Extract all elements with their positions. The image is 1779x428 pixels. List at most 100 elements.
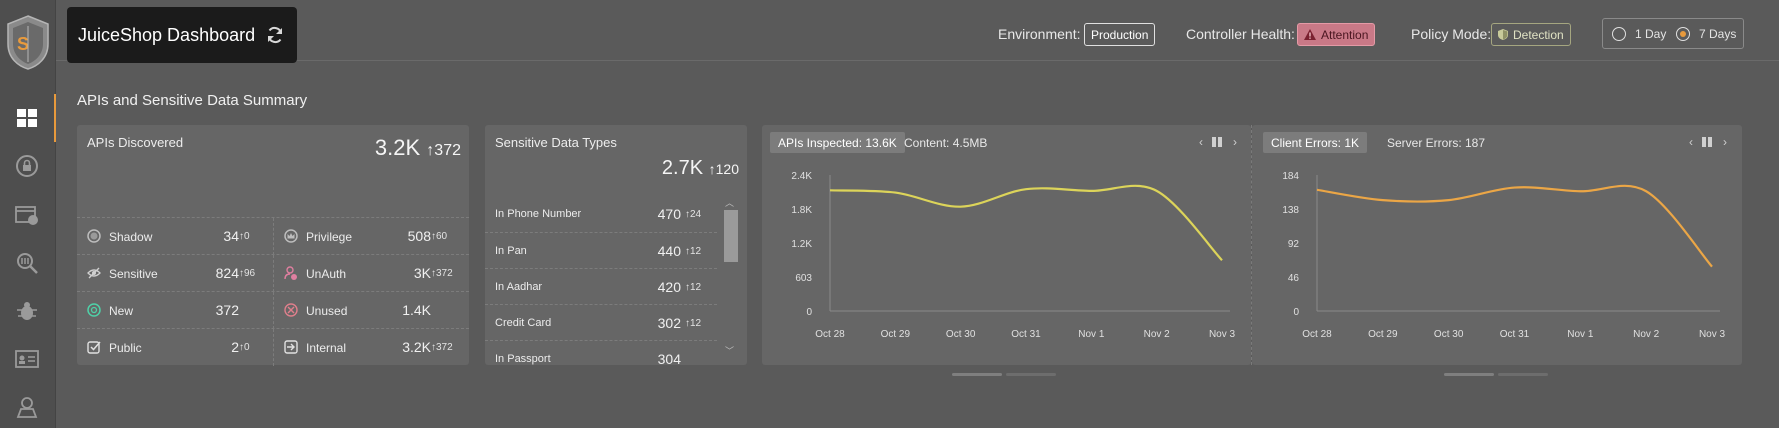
sensitive-type-value: 302 [657,315,681,331]
apis-discovered-card: APIs Discovered 3.2K ↑372 Shadow 34 ↑0 P… [77,125,469,366]
apis-unauth-cell[interactable]: UnAuth 3K ↑372 [273,255,469,292]
id-card-icon[interactable] [12,344,42,374]
tab-server-errors[interactable]: Server Errors: 187 [1387,135,1486,150]
chart-b-pager [1444,373,1548,376]
sensitive-type-delta-value: 12 [690,318,702,329]
tab-client-errors[interactable]: Client Errors: 1K [1263,132,1368,153]
dashboard-icon[interactable] [12,103,42,133]
x-tick-label: Nov 1 [1078,329,1105,340]
x-tick-label: Oct 31 [1500,329,1530,340]
eye-slash-icon [87,267,101,279]
apis-total-delta: ↑372 [426,142,461,159]
user-lock-icon [284,266,297,280]
scroll-up-icon[interactable]: ︿ [725,198,735,208]
apis-label: Shadow [109,230,153,244]
new-badge-icon [87,303,101,317]
apis-row: Shadow 34 ↑0 Privilege 508 ↑60 [77,217,469,255]
refresh-icon[interactable] [265,25,285,45]
list-item[interactable]: Credit Card 302 ↑12 [485,304,717,340]
range-label-7-days[interactable]: 7 Days [1699,27,1737,41]
list-item[interactable]: In Passport 304 [485,340,717,365]
sensitive-data-list: In Phone Number 470 ↑24 In Pan 440 ↑12 I… [485,196,717,365]
y-tick-label: 1.8K [791,205,812,216]
chevron-right-icon[interactable]: › [1723,135,1727,149]
list-item[interactable]: In Pan 440 ↑12 [485,232,717,268]
pause-icon[interactable] [1210,134,1224,150]
list-item[interactable]: In Phone Number 470 ↑24 [485,196,717,232]
series-line [1316,184,1713,268]
sensitive-type-value: 440 [657,243,681,259]
apis-delta-value: 96 [244,268,256,279]
pager-dot-active[interactable] [952,373,1002,376]
apis-label: New [109,304,134,318]
apis-label: Sensitive [109,267,158,281]
sensitive-type-delta-value: 12 [690,246,702,257]
scrollbar[interactable]: ︿ ﹀ [721,196,738,358]
y-tick-label: 1.2K [791,239,812,250]
x-tick-label: Oct 30 [1434,329,1464,340]
chevron-left-icon[interactable]: ‹ [1199,135,1203,149]
sidebar: S [0,0,56,428]
apis-shadow-cell[interactable]: Shadow 34 ↑0 [77,218,273,255]
sensitive-type-delta: ↑12 [685,246,702,257]
sidebar-active-indicator [54,94,56,142]
x-tick-label: Oct 28 [815,329,845,340]
tab-apis-inspected[interactable]: APIs Inspected: 13.6K [770,132,905,153]
pager-dot-active[interactable] [1444,373,1494,376]
page-title: JuiceShop Dashboard [78,24,256,45]
apis-delta: ↑0 [239,231,250,242]
policy-mode-value: Detection [1513,27,1564,42]
security-lock-icon[interactable] [12,151,42,181]
bug-icon[interactable] [12,296,42,326]
pager-dot[interactable] [1498,373,1548,376]
range-label-1-day[interactable]: 1 Day [1635,27,1667,41]
y-tick-label: 0 [1293,307,1299,318]
policy-mode-badge[interactable]: Detection [1491,23,1571,46]
svg-text:S: S [17,34,29,54]
y-tick-label: 46 [1288,273,1300,284]
apis-sensitive-cell[interactable]: Sensitive 824 ↑96 [77,255,273,292]
range-radio-7-days[interactable] [1676,27,1690,41]
sensitive-type-value: 304 [657,351,681,365]
x-tick-label: Nov 3 [1699,329,1726,340]
api-browser-icon[interactable] [12,200,42,230]
list-item[interactable]: In Aadhar 420 ↑12 [485,268,717,304]
apis-label: Public [109,341,142,355]
pause-icon[interactable] [1700,134,1714,150]
crown-icon [284,229,298,243]
controller-health-badge[interactable]: Attention [1297,23,1376,46]
apis-value: 824 [215,265,239,281]
y-tick-label: 2.4K [791,171,812,182]
sensitive-type-label: In Phone Number [495,208,582,220]
errors-chart-card: Client Errors: 1K Server Errors: 187 ‹ ›… [1252,125,1742,365]
apis-unused-cell[interactable]: Unused 1.4K [273,292,469,329]
apis-internal-cell[interactable]: Internal 3.2K ↑372 [273,329,469,366]
agent-icon[interactable] [12,392,42,422]
sensitive-type-delta-value: 12 [690,282,702,293]
range-radio-1-day[interactable] [1612,27,1626,41]
inspect-magnifier-icon[interactable] [12,248,42,278]
apis-new-cell[interactable]: New 372 [77,292,273,329]
environment-badge[interactable]: Production [1084,23,1156,46]
sensitive-type-label: Credit Card [495,317,552,329]
scroll-down-icon[interactable]: ﹀ [725,346,735,356]
apis-delta-value: 60 [436,231,448,242]
scrollbar-thumb[interactable] [724,210,738,262]
warning-icon [1304,29,1316,40]
apis-discovered-total: 3.2K ↑372 [375,135,461,161]
shadow-icon [87,229,101,243]
dashboard-title-box: JuiceShop Dashboard [67,7,297,63]
x-tick-label: Nov 1 [1567,329,1594,340]
pager-dot[interactable] [1006,373,1056,376]
apis-value: 1.4K [402,302,431,318]
chevron-left-icon[interactable]: ‹ [1689,135,1693,149]
apis-privilege-cell[interactable]: Privilege 508 ↑60 [273,218,469,255]
controller-health-value: Attention [1321,27,1369,42]
apis-total-delta-value: 372 [434,142,461,159]
chevron-right-icon[interactable]: › [1233,135,1237,149]
apis-public-cell[interactable]: Public 2 ↑0 [77,329,273,366]
tab-content[interactable]: Content: 4.5MB [904,135,988,150]
series-line [829,184,1223,262]
